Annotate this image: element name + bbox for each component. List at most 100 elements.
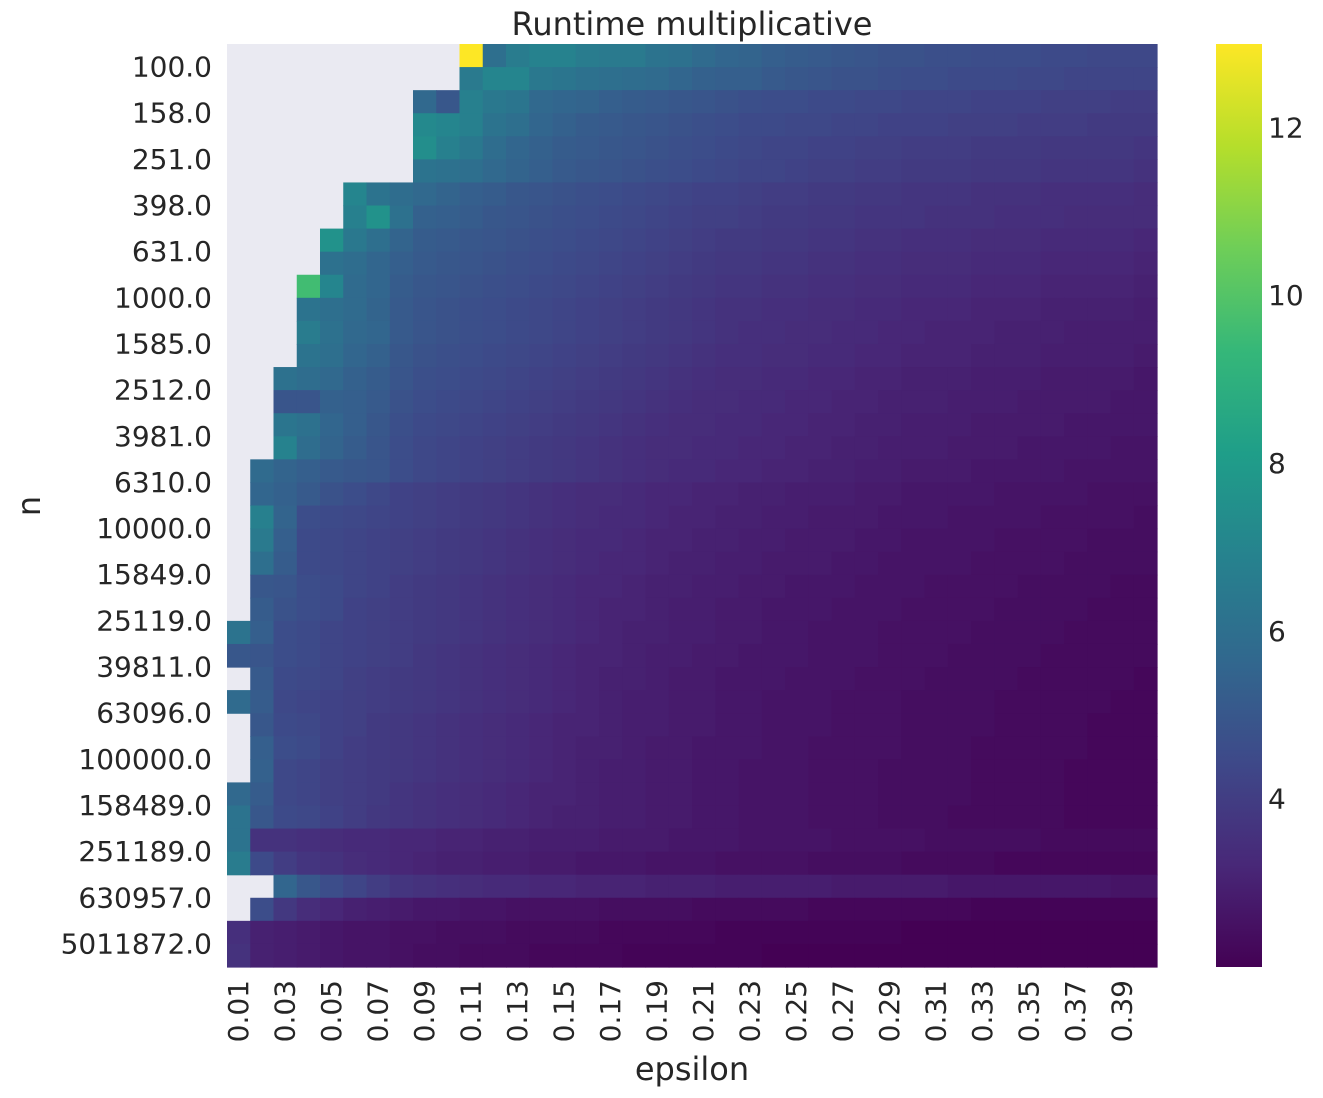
heatmap-cell xyxy=(343,759,368,783)
heatmap-cell xyxy=(854,413,879,437)
heatmap-cell xyxy=(1040,943,1065,968)
heatmap-cell xyxy=(1087,136,1112,160)
heatmap-cell xyxy=(1040,297,1065,322)
heatmap-cell xyxy=(250,713,275,737)
heatmap-cell xyxy=(622,620,647,645)
heatmap-cell xyxy=(901,713,926,737)
heatmap-cell xyxy=(296,482,321,507)
heatmap-cell xyxy=(738,828,763,853)
heatmap-cell xyxy=(413,90,437,114)
heatmap-cell xyxy=(971,851,995,876)
heatmap-cell xyxy=(715,205,740,230)
heatmap-cell xyxy=(947,343,972,368)
heatmap-cell xyxy=(761,228,786,253)
heatmap-cell xyxy=(599,320,623,345)
heatmap-cell xyxy=(482,736,507,760)
heatmap-cell xyxy=(436,828,461,853)
heatmap-cell xyxy=(645,874,670,899)
heatmap-cell xyxy=(854,805,879,830)
heatmap-cell xyxy=(436,943,461,968)
heatmap-cell xyxy=(459,413,484,437)
heatmap-cell xyxy=(482,205,507,230)
heatmap-cell xyxy=(366,182,391,207)
heatmap-cell xyxy=(529,320,554,345)
heatmap-cell xyxy=(808,297,833,322)
heatmap-cell xyxy=(994,690,1019,714)
heatmap-cell xyxy=(506,713,530,737)
heatmap-cell xyxy=(715,597,740,622)
heatmap-cell xyxy=(668,159,693,184)
heatmap-cell xyxy=(1087,759,1112,783)
heatmap-cell xyxy=(971,297,995,322)
heatmap-cell xyxy=(1064,205,1088,230)
heatmap-cell xyxy=(947,67,972,91)
heatmap-cell xyxy=(482,551,507,576)
heatmap-cell xyxy=(994,482,1019,507)
heatmap-cell xyxy=(436,690,461,714)
x-tick-label: 0.29 xyxy=(873,980,906,1042)
heatmap-cell xyxy=(1087,920,1112,945)
heatmap-cell xyxy=(785,620,809,645)
heatmap-cell xyxy=(738,690,763,714)
heatmap-cell xyxy=(924,44,949,68)
heatmap-cell xyxy=(785,874,809,899)
heatmap-cell xyxy=(1040,459,1065,484)
heatmap-cell xyxy=(1087,182,1112,207)
heatmap-cell xyxy=(1133,920,1158,945)
colorbar-tick-label: 4 xyxy=(1268,783,1286,816)
heatmap-cell xyxy=(831,390,856,414)
heatmap-cell xyxy=(296,274,321,299)
heatmap-cell xyxy=(506,228,530,253)
heatmap-cell xyxy=(320,413,344,437)
heatmap-cell xyxy=(645,782,670,807)
heatmap-cell xyxy=(482,436,507,460)
heatmap-cell xyxy=(506,44,530,68)
heatmap-cell xyxy=(878,436,902,460)
heatmap-cell xyxy=(506,620,530,645)
heatmap-cell xyxy=(645,620,670,645)
heatmap-cell xyxy=(436,182,461,207)
heatmap-cell xyxy=(668,90,693,114)
heatmap-cell xyxy=(436,759,461,783)
heatmap-cell xyxy=(808,782,833,807)
heatmap-cell xyxy=(1110,851,1135,876)
heatmap-cell xyxy=(273,713,298,737)
heatmap-cell xyxy=(878,390,902,414)
heatmap-cell xyxy=(668,851,693,876)
heatmap-cell xyxy=(831,320,856,345)
heatmap-cell xyxy=(831,367,856,391)
heatmap-cell xyxy=(529,736,554,760)
heatmap-cell xyxy=(459,251,484,276)
heatmap-cell xyxy=(1110,297,1135,322)
heatmap-cell xyxy=(761,920,786,945)
heatmap-cell xyxy=(947,159,972,184)
heatmap-cell xyxy=(413,782,437,807)
heatmap-cell xyxy=(668,343,693,368)
heatmap-cell xyxy=(482,159,507,184)
heatmap-cell xyxy=(715,874,740,899)
x-axis-label: epsilon xyxy=(635,1050,749,1088)
heatmap-cell xyxy=(436,736,461,760)
heatmap-cell xyxy=(854,251,879,276)
heatmap-cell xyxy=(575,505,600,530)
heatmap-cell xyxy=(529,205,554,230)
heatmap-cell xyxy=(1133,597,1158,622)
heatmap-cell xyxy=(320,851,344,876)
heatmap-cell xyxy=(250,782,275,807)
heatmap-cell xyxy=(738,713,763,737)
heatmap-cell xyxy=(273,943,298,968)
heatmap-cell xyxy=(994,320,1019,345)
heatmap-cell xyxy=(994,228,1019,253)
heatmap-cell xyxy=(901,251,926,276)
heatmap-cell xyxy=(924,228,949,253)
heatmap-cell xyxy=(506,436,530,460)
heatmap-cell xyxy=(1110,67,1135,91)
heatmap-cell xyxy=(436,343,461,368)
heatmap-cell xyxy=(785,851,809,876)
heatmap-cell xyxy=(482,574,507,599)
heatmap-cell xyxy=(738,505,763,530)
heatmap-cell xyxy=(854,274,879,299)
heatmap-cell xyxy=(971,136,995,160)
heatmap-cell xyxy=(273,667,298,691)
heatmap-cell xyxy=(343,182,368,207)
